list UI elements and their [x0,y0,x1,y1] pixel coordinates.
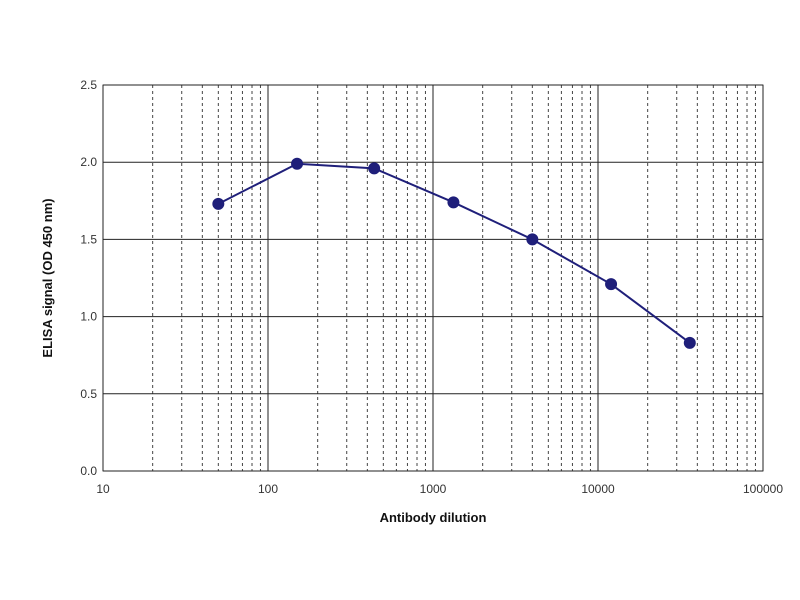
x-tick-label: 10 [96,482,110,496]
y-tick-label: 0.0 [80,464,97,478]
data-point [368,162,381,175]
y-tick-label: 1.0 [80,310,97,324]
data-point [212,197,225,210]
y-axis-title: ELISA signal (OD 450 nm) [40,198,55,357]
data-point [526,233,539,246]
y-tick-label: 2.0 [80,155,97,169]
data-point [447,196,460,209]
data-point [605,278,618,291]
data-point [291,157,304,170]
tick-labels: 0.0 0.5 1.0 1.5 2.0 2.5 10 100 1000 10000 100000 [80,78,783,496]
x-axis-title: Antibody dilution [380,510,487,525]
y-tick-label: 1.5 [80,232,97,246]
data-point [683,336,696,349]
x-tick-label: 100 [258,482,278,496]
x-tick-label: 100000 [743,482,783,496]
data-series [212,157,696,349]
y-tick-label: 2.5 [80,78,97,92]
x-tick-label: 10000 [581,482,615,496]
y-tick-label: 0.5 [80,387,97,401]
x-tick-label: 1000 [420,482,447,496]
